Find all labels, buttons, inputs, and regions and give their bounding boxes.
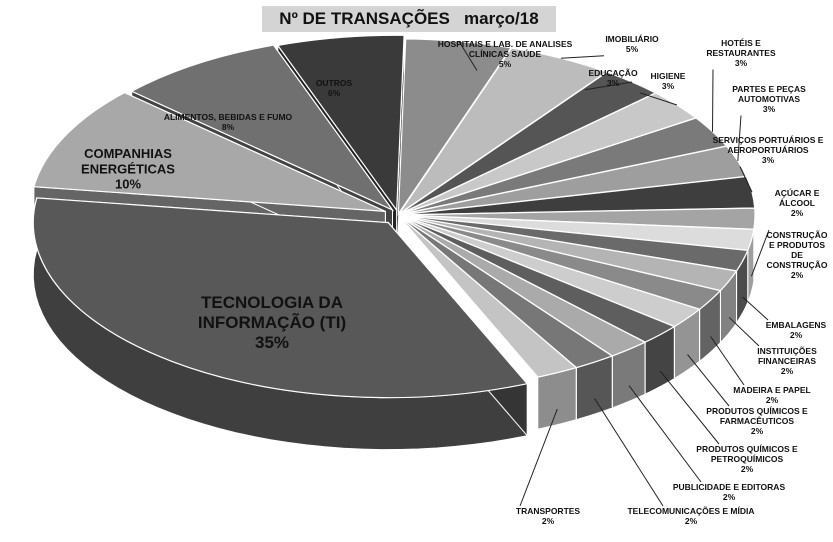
slice-label: PARTES E PEÇAS AUTOMOTIVAS 3%: [732, 84, 806, 114]
leader-line: [519, 408, 558, 507]
leader-line: [742, 296, 769, 321]
leader-line: [639, 92, 678, 106]
slice-label: EMBALAGENS 2%: [766, 320, 827, 340]
slice-label: TECNOLOGIA DA INFORMAÇÃO (TI) 35%: [198, 293, 346, 352]
leader-line: [594, 398, 664, 507]
slice-label: SERVIÇOS PORTUÁRIOS E AEROPORTUÁRIOS 3%: [713, 135, 824, 165]
leader-line: [560, 55, 605, 59]
leader-line: [739, 166, 753, 193]
slice-label: TELECOMUNICAÇÕES E MÍDIA 2%: [627, 506, 754, 526]
slice-label: HOTÉIS E RESTAURANTES 3%: [706, 38, 776, 68]
slice-label: HIGIENE 3%: [651, 71, 686, 91]
slice-label: COMPANHIAS ENERGÉTICAS 10%: [81, 146, 175, 192]
slice-label: AÇÚCAR E ÁLCOOL 2%: [775, 187, 820, 218]
slice-label: EDUCAÇÃO 3%: [588, 68, 638, 88]
leader-line: [584, 81, 633, 91]
slice-label: IMOBILIÁRIO 5%: [605, 34, 659, 54]
chart-title: Nº DE TRANSAÇÕES março/18: [262, 6, 556, 32]
slice-label: CONSTRUÇÃO E PRODUTOS DE CONSTRUÇÃO 2%: [767, 230, 828, 280]
pie-slice: [32, 197, 529, 399]
slice-label: HOSPITAIS E LAB. DE ANALISES CLÍNICAS SAÚ…: [438, 39, 573, 69]
pie-slice-side: [537, 367, 577, 430]
leader-line: [712, 69, 714, 132]
pie-slice: [398, 215, 578, 378]
leader-line: [710, 336, 745, 386]
slice-label: PRODUTOS QUÍMICOS E PETROQUÍMICOS 2%: [696, 444, 798, 474]
pie-slice: [276, 34, 405, 213]
slice-label: MADEIRA E PAPEL 2%: [733, 385, 810, 405]
pie-slice: [33, 91, 386, 212]
slice-label: INSTITUIÇÕES FINANCEIRAS 2%: [757, 346, 817, 376]
leader-line: [750, 229, 770, 277]
leader-line: [737, 115, 742, 162]
slice-label: OUTROS 6%: [316, 78, 353, 98]
slice-label: TRANSPORTES 2%: [516, 506, 581, 526]
leader-line: [628, 385, 702, 483]
slice-label: ALIMENTOS, BEBIDAS E FUMO 8%: [164, 112, 293, 132]
leader-line: [728, 316, 760, 347]
leader-line: [659, 370, 720, 445]
slice-label: PUBLICIDADE E EDITORAS 2%: [673, 482, 786, 502]
leader-line: [458, 41, 478, 71]
leader-line: [687, 354, 730, 407]
pie-slice: [130, 44, 395, 212]
slice-label: PRODUTOS QUÍMICOS E FARMACÊUTICOS 2%: [706, 406, 808, 436]
